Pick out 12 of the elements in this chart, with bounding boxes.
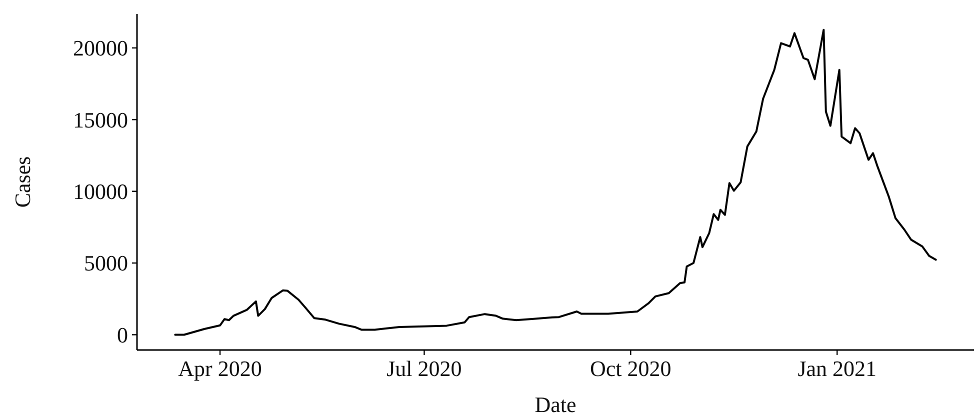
line-series	[174, 28, 937, 336]
x-tick-label: Jan 2021	[798, 356, 877, 381]
y-tick-label: 5000	[84, 250, 128, 276]
x-tick-label: Apr 2020	[178, 356, 262, 381]
y-tick-label: 0	[117, 322, 128, 348]
y-axis-title: Cases	[10, 156, 35, 208]
x-tick-label: Oct 2020	[590, 356, 672, 381]
y-tick-label: 15000	[73, 107, 128, 132]
x-axis-title: Date	[534, 392, 576, 415]
y-tick-label: 10000	[73, 179, 128, 204]
x-tick-label: Jul 2020	[386, 356, 462, 381]
y-tick-label: 20000	[73, 36, 128, 61]
